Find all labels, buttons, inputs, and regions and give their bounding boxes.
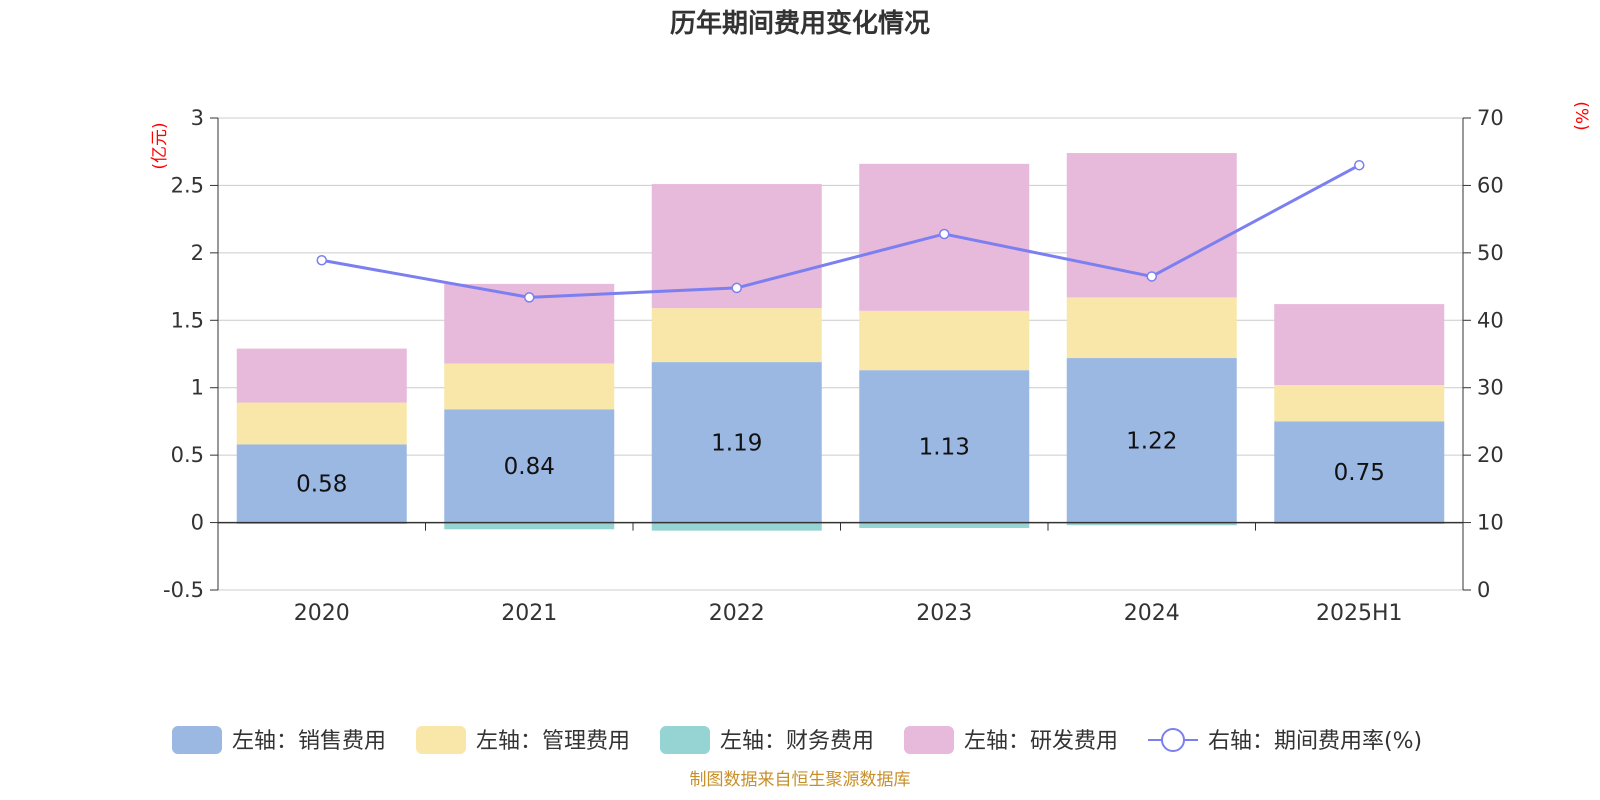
legend-label: 左轴：财务费用: [720, 729, 874, 754]
bar-segment: [859, 370, 1030, 523]
left-tick-label: 3: [191, 106, 204, 130]
legend: 左轴：销售费用 左轴：管理费用 左轴：财务费用 左轴：研发费用 右轴：期间费用率(%): [172, 726, 1422, 754]
left-tick-label: 0: [191, 511, 204, 535]
bar-group: [236, 153, 1445, 531]
rate-line-group: [316, 159, 1365, 303]
right-tick-label: 60: [1477, 173, 1504, 197]
left-tick-label: 1: [191, 376, 204, 400]
right-tick-label: 30: [1477, 376, 1504, 400]
legend-swatch: [172, 726, 222, 754]
data-label: 0.84: [504, 454, 555, 480]
bar-segment: [1274, 304, 1445, 386]
right-axis-unit: (%): [1571, 101, 1591, 130]
right-tick-label: 40: [1477, 308, 1504, 332]
x-tick-label: 2020: [294, 601, 350, 626]
bar-segment: [444, 363, 615, 410]
rate-point: [731, 282, 742, 294]
rate-point: [1354, 159, 1365, 171]
legend-label: 右轴：期间费用率(%): [1208, 729, 1422, 754]
rate-line: [321, 163, 1360, 299]
left-tick-label: 2.5: [171, 173, 204, 197]
right-tick-label: 70: [1477, 106, 1504, 130]
bar-segment: [1274, 421, 1445, 523]
legend-swatch: [416, 726, 466, 754]
rate-point: [524, 292, 535, 303]
bar-segment: [1274, 385, 1445, 422]
bar-segment: [236, 402, 407, 445]
bar-segment: [651, 362, 822, 523]
left-tick-label: 2: [191, 241, 204, 265]
bar-segment: [651, 522, 822, 531]
bar-segment: [444, 409, 615, 523]
bar-segment: [1066, 358, 1237, 523]
bar-segment: [859, 522, 1030, 528]
legend-swatch: [660, 726, 710, 754]
x-tick-label: 2021: [501, 601, 557, 626]
source-note: 制图数据来自恒生聚源数据库: [690, 770, 911, 790]
x-tick-label: 2024: [1124, 601, 1180, 626]
rate-point: [316, 255, 327, 266]
left-tick-label: 1.5: [171, 308, 204, 332]
x-tick-label: 2023: [916, 601, 972, 626]
right-tick-label: 10: [1477, 511, 1504, 535]
data-label: 1.19: [711, 430, 762, 456]
bar-segment: [444, 522, 615, 530]
data-label: 0.75: [1334, 460, 1385, 486]
legend-label: 左轴：管理费用: [476, 729, 630, 754]
right-tick-label: 20: [1477, 443, 1504, 467]
data-label: 1.22: [1126, 428, 1177, 454]
left-axis-unit: (亿元): [150, 122, 170, 169]
right-tick-label: 0: [1477, 578, 1490, 602]
left-tick-label: -0.5: [163, 578, 204, 602]
right-tick-label: 50: [1477, 241, 1504, 265]
data-label: 1.13: [919, 434, 970, 460]
legend-label: 左轴：销售费用: [232, 729, 386, 754]
left-tick-label: 0.5: [171, 443, 204, 467]
bar-segment: [859, 310, 1030, 371]
bar-segment: [236, 444, 407, 523]
rate-point: [1146, 271, 1157, 282]
legend-swatch: [904, 726, 954, 754]
data-label: 0.58: [296, 471, 347, 497]
bar-segment: [1066, 522, 1237, 526]
x-tick-label: 2025H1: [1316, 601, 1403, 626]
bar-segment: [236, 348, 407, 403]
bar-segment: [1066, 297, 1237, 359]
chart-title: 历年期间费用变化情况: [670, 8, 930, 39]
rate-point: [939, 228, 950, 240]
data-labels: 0.58 0.84 1.19 1.13 1.22 0.75: [296, 428, 1385, 497]
bar-segment: [651, 308, 822, 363]
legend-marker: [1161, 728, 1185, 752]
x-tick-label: 2022: [709, 601, 765, 626]
legend-label: 左轴：研发费用: [964, 729, 1118, 754]
